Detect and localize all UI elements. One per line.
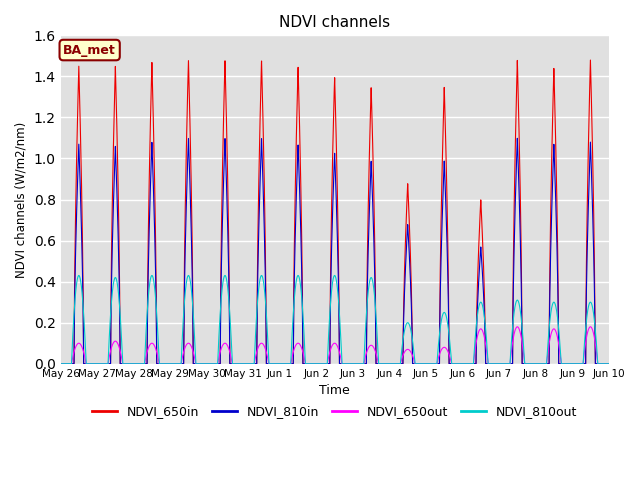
Line: NDVI_650out: NDVI_650out [61, 327, 609, 364]
NDVI_810out [75, 273, 83, 278]
NDVI_810out [603, 361, 611, 367]
NDVI_810in [57, 361, 65, 367]
NDVI_650out [174, 361, 182, 367]
NDVI_650out [168, 361, 176, 367]
Line: NDVI_810out: NDVI_810out [61, 276, 609, 364]
NDVI_650out [605, 361, 612, 367]
NDVI_650in [174, 361, 182, 367]
NDVI_650in [587, 57, 595, 63]
Text: BA_met: BA_met [63, 44, 116, 57]
NDVI_810in [168, 361, 176, 367]
NDVI_810in [488, 361, 496, 367]
Legend: NDVI_650in, NDVI_810in, NDVI_650out, NDVI_810out: NDVI_650in, NDVI_810in, NDVI_650out, NDV… [87, 400, 582, 423]
NDVI_650out [410, 358, 418, 363]
NDVI_810out [488, 361, 496, 367]
NDVI_810in [513, 135, 521, 141]
NDVI_650in [168, 361, 176, 367]
NDVI_650in [410, 361, 418, 367]
Line: NDVI_650in: NDVI_650in [61, 60, 609, 364]
NDVI_810in [603, 361, 611, 367]
NDVI_650out [488, 361, 496, 367]
NDVI_650in [262, 277, 269, 283]
NDVI_650in [488, 361, 496, 367]
NDVI_650in [605, 361, 612, 367]
NDVI_650in [603, 361, 611, 367]
X-axis label: Time: Time [319, 384, 350, 397]
NDVI_810out [605, 361, 612, 367]
NDVI_650in [57, 361, 65, 367]
NDVI_810in [174, 361, 182, 367]
NDVI_810out [168, 361, 176, 367]
NDVI_650out [262, 347, 269, 353]
Line: NDVI_810in: NDVI_810in [61, 138, 609, 364]
NDVI_650out [603, 361, 611, 367]
Title: NDVI channels: NDVI channels [279, 15, 390, 30]
NDVI_810out [410, 353, 418, 359]
NDVI_810in [262, 299, 269, 304]
Y-axis label: NDVI channels (W/m2/nm): NDVI channels (W/m2/nm) [15, 121, 28, 277]
NDVI_650out [587, 324, 595, 330]
NDVI_650out [57, 361, 65, 367]
NDVI_810in [410, 361, 418, 367]
NDVI_810out [174, 361, 182, 367]
NDVI_810out [262, 303, 269, 309]
NDVI_810out [57, 361, 65, 367]
NDVI_810in [605, 361, 612, 367]
